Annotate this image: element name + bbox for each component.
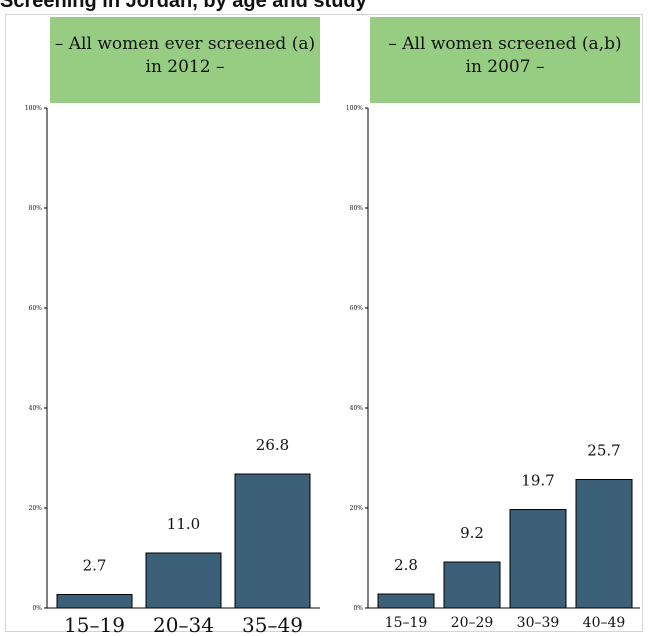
bar-value-label: 11.0 xyxy=(167,515,200,533)
panel-header-2012: – All women ever screened (a) in 2012 – xyxy=(50,17,320,103)
panel-title-line1: – All women ever screened (a) xyxy=(54,34,316,54)
bar xyxy=(443,561,501,609)
x-category-label: 20–29 xyxy=(451,615,494,631)
bar-value-label: 25.7 xyxy=(587,442,620,460)
y-tick-label: 40% xyxy=(29,405,43,412)
y-tick-label: 80% xyxy=(29,205,43,212)
y-tick-label: 60% xyxy=(350,305,364,312)
y-tick-label: 20% xyxy=(29,505,43,512)
x-category-label: 20–34 xyxy=(153,613,214,636)
bar-value-label: 9.2 xyxy=(460,524,484,542)
bar-value-label: 2.7 xyxy=(83,557,107,575)
bar-value-label: 2.8 xyxy=(394,556,418,574)
y-tick-label: 60% xyxy=(29,305,43,312)
bar-chart-2012: 0% 20% 40% 60% 80% 100% 2.7 15–19 11.0 20–34 26.8 3… xyxy=(25,105,320,636)
y-tick-label: 100% xyxy=(346,105,363,112)
y-tick-label: 0% xyxy=(32,605,42,612)
bar xyxy=(377,593,435,609)
y-tick-label: 20% xyxy=(350,505,364,512)
bar xyxy=(509,509,567,609)
panel-title-line2: in 2012 – xyxy=(145,56,225,77)
bar xyxy=(56,594,133,609)
figure-frame xyxy=(5,14,643,632)
bar-value-label: 26.8 xyxy=(256,436,289,454)
y-tick-label: 80% xyxy=(350,205,364,212)
x-category-label: 15–19 xyxy=(385,615,428,631)
page-title: Screening in Jordan, by age and study xyxy=(0,0,367,12)
panel-title-line2: in 2007 – xyxy=(465,56,545,77)
bar-value-label: 19.7 xyxy=(521,472,554,490)
y-tick-label: 0% xyxy=(353,605,363,612)
panel-header-2007: – All women screened (a,b) in 2007 – xyxy=(370,17,640,103)
x-category-label: 30–39 xyxy=(517,615,560,631)
y-tick-label: 100% xyxy=(25,105,42,112)
y-tick-label: 40% xyxy=(350,405,364,412)
x-category-label: 35–49 xyxy=(242,613,303,636)
bar xyxy=(145,552,222,609)
x-category-label: 40–49 xyxy=(583,615,626,631)
bar xyxy=(234,473,311,609)
x-category-label: 15–19 xyxy=(64,613,125,636)
bar xyxy=(575,479,633,609)
panel-title-line1: – All women screened (a,b) xyxy=(388,34,622,54)
